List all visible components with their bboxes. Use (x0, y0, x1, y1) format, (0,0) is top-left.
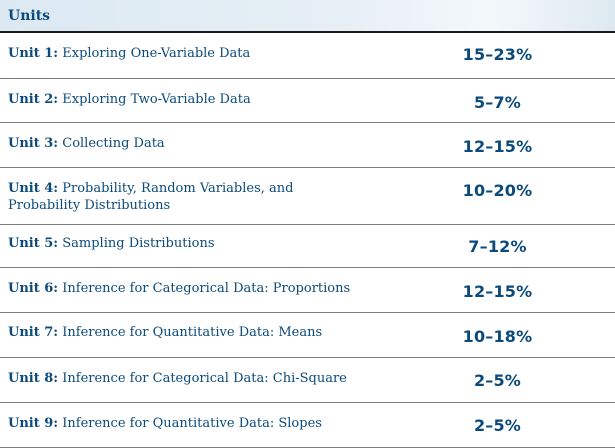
unit-number: Unit 4: (8, 181, 59, 196)
table-header: Units (0, 0, 615, 33)
unit-title: Exploring One-Variable Data (62, 46, 251, 61)
unit-number: Unit 2: (8, 92, 59, 107)
exam-weight: 12–15% (462, 137, 533, 156)
unit-number: Unit 9: (8, 416, 59, 431)
unit-name-cell: Unit 5: Sampling Distributions (0, 225, 400, 252)
exam-weight: 12–15% (462, 282, 533, 301)
unit-number: Unit 5: (8, 236, 59, 251)
table-row-unit-5: Unit 5: Sampling Distributions 7–12% (0, 225, 615, 268)
unit-name-cell: Unit 3: Collecting Data (0, 123, 400, 152)
unit-number: Unit 6: (8, 281, 59, 296)
table-row-unit-7: Unit 7: Inference for Quantitative Data:… (0, 313, 615, 358)
unit-title: Inference for Quantitative Data: Means (62, 325, 323, 340)
unit-title: Inference for Categorical Data: Chi-Squa… (62, 371, 347, 386)
unit-name-cell: Unit 6: Inference for Categorical Data: … (0, 268, 400, 297)
unit-name-cell: Unit 4: Probability, Random Variables, a… (0, 168, 400, 214)
unit-name-cell: Unit 7: Inference for Quantitative Data:… (0, 313, 400, 341)
table-row-unit-3: Unit 3: Collecting Data 12–15% (0, 123, 615, 168)
unit-title: Exploring Two-Variable Data (62, 92, 251, 107)
table-row-unit-9: Unit 9: Inference for Quantitative Data:… (0, 403, 615, 448)
unit-title: Inference for Categorical Data: Proporti… (62, 281, 351, 296)
unit-name-cell: Unit 2: Exploring Two-Variable Data (0, 79, 400, 108)
exam-weight: 2–5% (473, 416, 522, 435)
unit-title: Probability, Random Variables, and Proba… (8, 181, 294, 213)
exam-weight: 5–7% (473, 93, 522, 112)
exam-weight: 2–5% (473, 371, 522, 390)
unit-number: Unit 1: (8, 46, 59, 61)
exam-weight: 10–20% (462, 181, 533, 200)
table-row-unit-2: Unit 2: Exploring Two-Variable Data 5–7% (0, 79, 615, 123)
unit-number: Unit 3: (8, 136, 59, 151)
exam-weight: 10–18% (462, 327, 533, 346)
unit-name-cell: Unit 1: Exploring One-Variable Data (0, 33, 400, 62)
header-units-label: Units (8, 7, 51, 24)
exam-weight: 15–23% (462, 45, 533, 64)
exam-weight: 7–12% (468, 237, 527, 256)
unit-number: Unit 7: (8, 325, 59, 340)
unit-title: Sampling Distributions (62, 236, 215, 251)
unit-title: Inference for Quantitative Data: Slopes (62, 416, 322, 431)
unit-name-cell: Unit 9: Inference for Quantitative Data:… (0, 403, 400, 432)
table-row-unit-1: Unit 1: Exploring One-Variable Data 15–2… (0, 33, 615, 79)
table-row-unit-8: Unit 8: Inference for Categorical Data: … (0, 358, 615, 403)
table-row-unit-6: Unit 6: Inference for Categorical Data: … (0, 268, 615, 313)
table-row-unit-4: Unit 4: Probability, Random Variables, a… (0, 168, 615, 225)
unit-name-cell: Unit 8: Inference for Categorical Data: … (0, 358, 400, 387)
unit-number: Unit 8: (8, 371, 59, 386)
unit-title: Collecting Data (62, 136, 165, 151)
